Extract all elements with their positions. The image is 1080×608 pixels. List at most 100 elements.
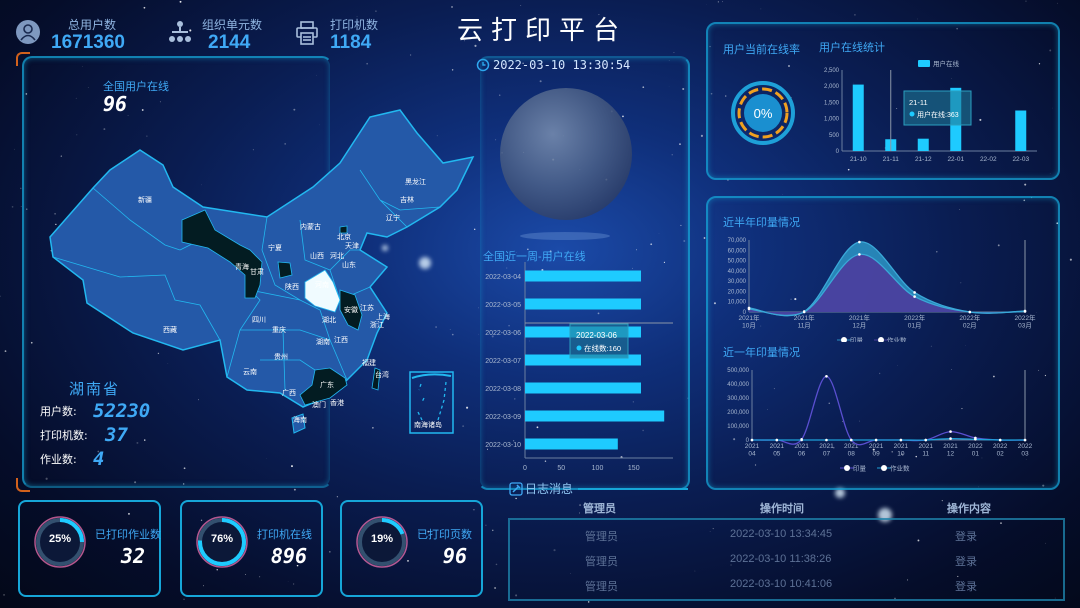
star	[494, 586, 497, 589]
x-tick-line: 2022	[1018, 443, 1033, 450]
page-title: 云打印平台	[457, 16, 628, 46]
province-label[interactable]: 青海	[235, 263, 249, 271]
province-label[interactable]: 新疆	[138, 196, 152, 204]
bar	[1015, 110, 1027, 151]
province-label[interactable]: 江苏	[360, 304, 374, 312]
x-tick-line: 2021	[770, 443, 785, 450]
province-label[interactable]: 四川	[252, 316, 266, 324]
x-tick-line: 2022年	[904, 313, 925, 322]
star	[1069, 258, 1072, 261]
star	[941, 500, 943, 502]
data-point	[747, 307, 751, 311]
province-beijing-highlight[interactable]	[339, 225, 348, 234]
tooltip-marker	[576, 345, 582, 351]
star	[293, 488, 296, 491]
province-gansu-highlight[interactable]	[181, 209, 263, 299]
bar	[525, 354, 641, 366]
china-map[interactable]	[0, 0, 500, 450]
province-label[interactable]: 河南	[315, 281, 329, 289]
x-tick-line: 07	[823, 451, 831, 458]
selected-province-name: 湖南省	[69, 380, 121, 398]
province-label[interactable]: 香港	[330, 399, 344, 407]
province-label[interactable]: 宁夏	[268, 244, 282, 252]
star	[336, 496, 339, 498]
province-label[interactable]: 贵州	[274, 353, 288, 361]
province-label[interactable]: 辽宁	[386, 214, 400, 222]
map-mainland[interactable]	[49, 109, 475, 408]
province-label[interactable]: 广东	[320, 381, 334, 389]
province-label[interactable]: 甘肃	[250, 268, 264, 276]
legend-marker	[841, 337, 847, 342]
log-header: 日志消息	[509, 480, 573, 497]
province-label[interactable]: 内蒙古	[300, 223, 321, 231]
datetime-text: 2022-03-10 13:30:54	[493, 58, 631, 72]
province-label[interactable]: 重庆	[272, 326, 286, 334]
x-tick-label: 21-10	[850, 156, 867, 163]
x-tick-label: 2021年 12月	[849, 313, 870, 330]
data-point	[1023, 438, 1027, 442]
stat-printers-label: 打印机数	[330, 18, 379, 32]
data-point	[949, 430, 952, 433]
bar	[525, 438, 618, 450]
y-tick-label: 40,000	[728, 269, 747, 275]
province-label[interactable]: 山东	[342, 261, 356, 269]
province-label[interactable]: 广西	[282, 389, 296, 397]
data-point	[913, 295, 916, 298]
province-label[interactable]: 福建	[362, 359, 376, 367]
stat-card: 76% 打印机在线 896	[180, 500, 323, 597]
x-tick-label: 2021 05	[770, 443, 785, 458]
map-hainan[interactable]	[291, 413, 306, 434]
province-label[interactable]: 江西	[334, 336, 348, 344]
x-tick-label: 2022年 03月	[1015, 313, 1036, 330]
province-label[interactable]: 山西	[310, 252, 324, 260]
y-tick-label: 2,000	[824, 84, 840, 90]
province-guangdong-highlight[interactable]	[299, 367, 348, 406]
x-tick-label: 21-12	[915, 156, 932, 163]
x-tick-line: 2022	[968, 443, 983, 450]
y-tick-label: 300,000	[727, 396, 749, 402]
province-label[interactable]: 浙江	[370, 321, 384, 329]
print-volume-frame	[706, 196, 1060, 490]
data-point	[998, 438, 1002, 442]
selected-printers-label: 打印机数:	[40, 429, 88, 442]
province-ningxia-highlight[interactable]	[277, 261, 293, 279]
province-label[interactable]: 湖南	[316, 338, 330, 346]
x-tick-line: 12	[947, 451, 955, 458]
x-tick-line: 2022年	[959, 313, 980, 322]
map-taiwan[interactable]	[371, 367, 381, 391]
half-year-print-chart: 近半年印量情况 0 10,000 20,000 30,000 40,000 50,000 60…	[723, 215, 1036, 342]
log-col-admin: 管理员	[583, 502, 616, 515]
log-col-action: 操作内容	[947, 502, 991, 515]
province-label[interactable]: 上海	[376, 313, 390, 321]
province-label[interactable]: 天津	[345, 242, 359, 250]
frame-corner-decoration	[16, 478, 30, 492]
log-cell: 2022-03-10 13:34:45	[730, 528, 833, 540]
x-tick-line: 2021	[918, 443, 933, 450]
log-cell: 登录	[955, 531, 977, 543]
province-label[interactable]: 湖北	[322, 316, 336, 324]
star	[760, 8, 762, 10]
x-tick-line: 08	[848, 451, 856, 458]
south-china-sea-inset	[409, 371, 454, 434]
province-label[interactable]: 台湾	[375, 371, 389, 379]
province-label[interactable]: 吉林	[400, 196, 414, 204]
data-point	[750, 438, 754, 442]
province-label[interactable]: 安徽	[344, 306, 358, 314]
province-label[interactable]: 西藏	[163, 326, 177, 334]
star	[587, 601, 590, 603]
data-point	[899, 438, 903, 442]
province-henan-highlight[interactable]	[304, 269, 341, 313]
card-value: 96	[442, 544, 467, 568]
province-label[interactable]: 北京	[337, 233, 351, 241]
line-series	[752, 437, 1026, 441]
province-label[interactable]: 河北	[330, 252, 344, 260]
province-label[interactable]: 黑龙江	[405, 178, 426, 186]
province-label[interactable]: 澳门	[312, 401, 326, 409]
province-label[interactable]: 海南	[293, 416, 307, 424]
x-tick-line: 2021	[794, 443, 809, 450]
province-label[interactable]: 陕西	[285, 283, 299, 291]
x-tick-line: 12月	[853, 322, 867, 330]
bar	[852, 84, 864, 151]
province-label[interactable]: 云南	[243, 368, 257, 376]
province-anhui-highlight[interactable]	[339, 289, 363, 331]
